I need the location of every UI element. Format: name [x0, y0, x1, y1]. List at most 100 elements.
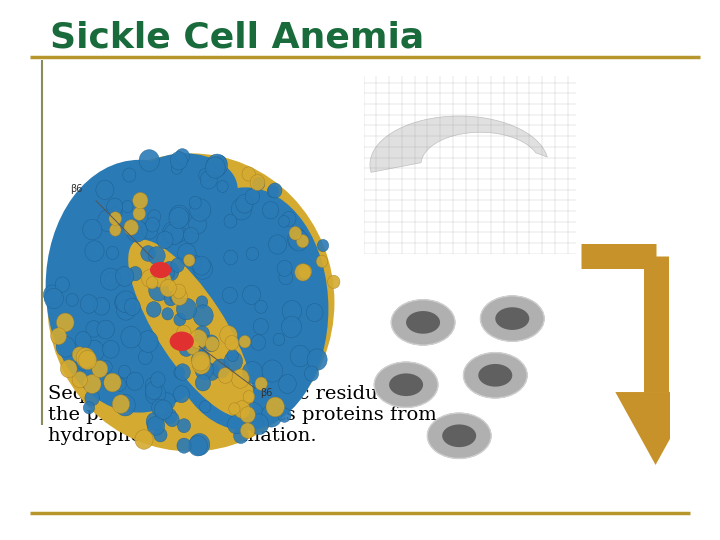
- Circle shape: [158, 273, 171, 287]
- Circle shape: [189, 196, 202, 209]
- Circle shape: [142, 222, 158, 239]
- Circle shape: [115, 267, 134, 286]
- Circle shape: [148, 247, 165, 265]
- Circle shape: [189, 329, 207, 349]
- Circle shape: [141, 246, 156, 261]
- Circle shape: [289, 230, 308, 251]
- Circle shape: [107, 246, 119, 259]
- Circle shape: [177, 438, 191, 453]
- Circle shape: [162, 308, 174, 320]
- Circle shape: [117, 300, 135, 320]
- Ellipse shape: [442, 424, 476, 447]
- Ellipse shape: [48, 153, 334, 451]
- Ellipse shape: [406, 311, 440, 334]
- Circle shape: [184, 227, 199, 244]
- Circle shape: [102, 340, 120, 358]
- Circle shape: [240, 407, 256, 423]
- Circle shape: [253, 319, 269, 335]
- Circle shape: [189, 434, 210, 455]
- Circle shape: [166, 412, 179, 427]
- Circle shape: [96, 180, 114, 199]
- Circle shape: [100, 361, 112, 374]
- Circle shape: [145, 217, 159, 232]
- Circle shape: [297, 234, 309, 248]
- Circle shape: [171, 163, 182, 174]
- Circle shape: [93, 298, 110, 315]
- Circle shape: [192, 349, 210, 369]
- Circle shape: [220, 326, 238, 345]
- Circle shape: [85, 390, 99, 406]
- Circle shape: [104, 373, 121, 392]
- Circle shape: [278, 408, 291, 422]
- Circle shape: [178, 244, 196, 264]
- Circle shape: [122, 168, 136, 182]
- Circle shape: [205, 157, 225, 178]
- Circle shape: [218, 368, 233, 383]
- Circle shape: [98, 210, 118, 232]
- Circle shape: [170, 289, 183, 303]
- Circle shape: [267, 185, 279, 198]
- Circle shape: [224, 214, 237, 228]
- Circle shape: [127, 372, 143, 390]
- Circle shape: [132, 192, 148, 209]
- Ellipse shape: [132, 153, 238, 225]
- Circle shape: [172, 284, 186, 299]
- Ellipse shape: [478, 364, 513, 387]
- Circle shape: [43, 285, 61, 305]
- Circle shape: [255, 377, 267, 390]
- Circle shape: [107, 198, 122, 215]
- Circle shape: [85, 241, 104, 261]
- Circle shape: [122, 200, 133, 213]
- Circle shape: [193, 259, 212, 279]
- Polygon shape: [370, 116, 547, 172]
- Circle shape: [204, 364, 220, 380]
- Circle shape: [163, 408, 177, 424]
- Circle shape: [227, 349, 238, 362]
- Circle shape: [118, 365, 130, 378]
- Circle shape: [246, 247, 258, 260]
- Circle shape: [293, 228, 305, 241]
- Circle shape: [243, 390, 255, 403]
- Circle shape: [169, 207, 189, 228]
- Circle shape: [154, 400, 172, 420]
- Circle shape: [109, 212, 122, 225]
- Circle shape: [83, 219, 102, 240]
- Circle shape: [171, 258, 184, 272]
- Ellipse shape: [464, 353, 527, 398]
- Circle shape: [233, 428, 248, 443]
- Circle shape: [316, 255, 328, 267]
- Circle shape: [189, 436, 207, 456]
- Circle shape: [199, 168, 211, 182]
- Circle shape: [253, 177, 265, 191]
- Circle shape: [153, 274, 166, 287]
- Circle shape: [191, 335, 207, 352]
- Text: β6: β6: [261, 388, 273, 399]
- Circle shape: [328, 275, 340, 288]
- Circle shape: [60, 360, 77, 378]
- Circle shape: [203, 335, 219, 352]
- Polygon shape: [616, 392, 696, 465]
- Circle shape: [125, 298, 140, 315]
- Ellipse shape: [170, 332, 194, 351]
- Circle shape: [176, 325, 191, 341]
- Circle shape: [45, 288, 63, 309]
- Circle shape: [186, 340, 199, 355]
- Circle shape: [139, 150, 159, 171]
- Circle shape: [66, 293, 78, 306]
- Circle shape: [184, 254, 195, 266]
- Circle shape: [212, 359, 230, 378]
- Circle shape: [138, 349, 153, 364]
- Circle shape: [225, 335, 239, 350]
- Circle shape: [239, 335, 251, 348]
- Circle shape: [282, 316, 302, 338]
- Circle shape: [55, 277, 69, 292]
- Circle shape: [150, 372, 165, 387]
- Ellipse shape: [480, 296, 544, 341]
- Circle shape: [72, 347, 86, 362]
- Circle shape: [109, 207, 122, 220]
- Circle shape: [104, 272, 117, 286]
- Circle shape: [142, 269, 158, 288]
- Circle shape: [279, 215, 289, 227]
- Circle shape: [163, 267, 174, 279]
- Circle shape: [192, 355, 210, 374]
